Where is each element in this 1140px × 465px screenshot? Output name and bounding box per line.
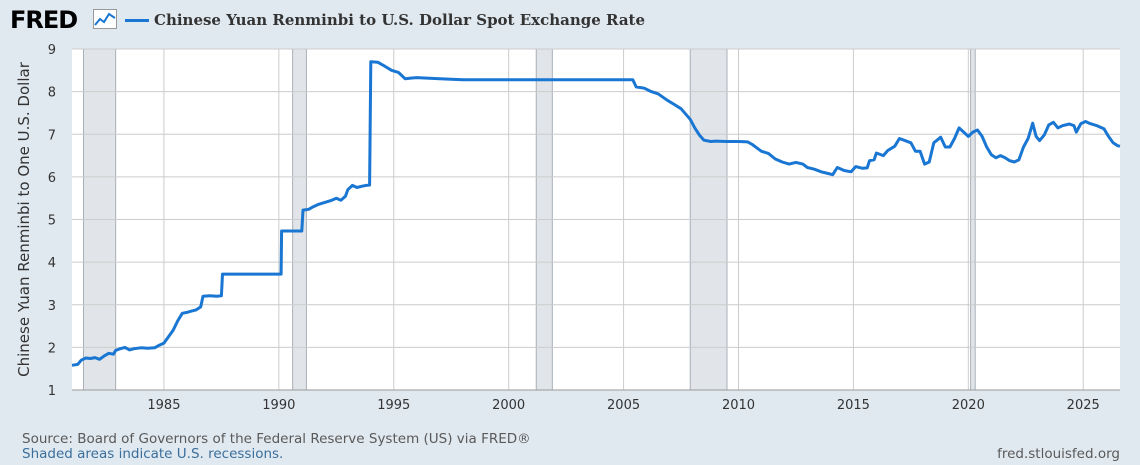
y-tick-label: 6 [48,171,56,186]
line-chart-icon [93,9,117,29]
y-axis-label: Chinese Yuan Renminbi to One U.S. Dollar [15,61,33,377]
legend-swatch [125,19,149,22]
y-tick-label: 7 [48,128,56,143]
x-tick-label: 1985 [147,398,180,413]
y-tick-label: 4 [48,256,56,271]
y-tick-label: 9 [48,43,56,58]
y-tick-label: 1 [48,384,56,399]
series-line [71,60,1121,367]
x-tick-label: 1995 [377,398,410,413]
legend-series-label: Chinese Yuan Renminbi to U.S. Dollar Spo… [154,11,646,29]
fred-url[interactable]: fred.stlouisfed.org [997,446,1120,462]
x-tick-label: 2015 [837,398,870,413]
source-note: Source: Board of Governors of the Federa… [22,431,531,447]
x-tick-label: 2020 [952,398,985,413]
y-tick-label: 5 [48,214,56,229]
x-tick-label: 1990 [262,398,295,413]
y-tick-label: 8 [48,86,56,101]
x-tick-label: 2000 [492,398,525,413]
exchange-rate-chart: 1 2 3 4 5 6 7 8 9 1985 1990 1995 2000 2005 2010 2015 202… [15,43,1121,413]
fred-logo[interactable]: FRED [10,6,78,34]
chart-header: FRED Chinese Yuan Renminbi to U.S. Dolla… [0,0,1140,44]
recession-note: Shaded areas indicate U.S. recessions. [22,446,284,462]
x-tick-label: 2005 [607,398,640,413]
x-tick-label: 2025 [1067,398,1100,413]
y-tick-label: 3 [48,299,56,314]
y-tick-label: 2 [48,341,56,356]
x-tick-label: 2010 [722,398,755,413]
